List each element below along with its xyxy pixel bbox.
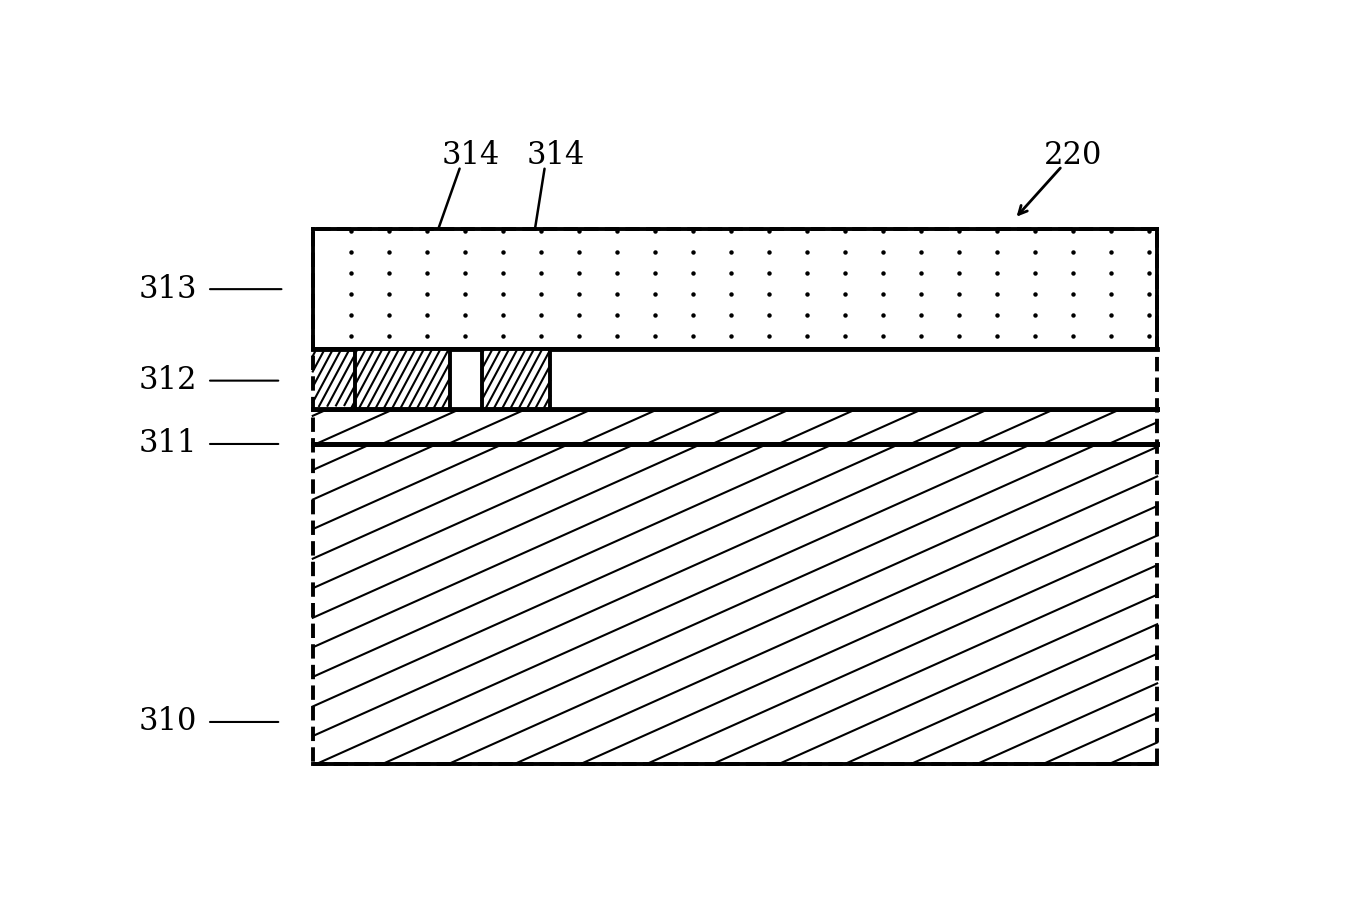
Bar [482,349,550,409]
Text: 310: 310 [139,707,196,738]
Bar [313,349,1158,409]
Bar [355,349,449,409]
Text: 312: 312 [138,365,196,396]
Bar [313,229,1158,764]
Bar [313,409,1158,444]
Text: 220: 220 [1043,140,1102,171]
Text: 314: 314 [526,140,584,171]
Text: 314: 314 [441,140,500,171]
Bar [313,444,1158,764]
Bar [313,229,1158,349]
Text: 311: 311 [138,429,196,460]
Text: 313: 313 [138,273,196,304]
Bar [482,349,550,409]
Bar [355,349,449,409]
